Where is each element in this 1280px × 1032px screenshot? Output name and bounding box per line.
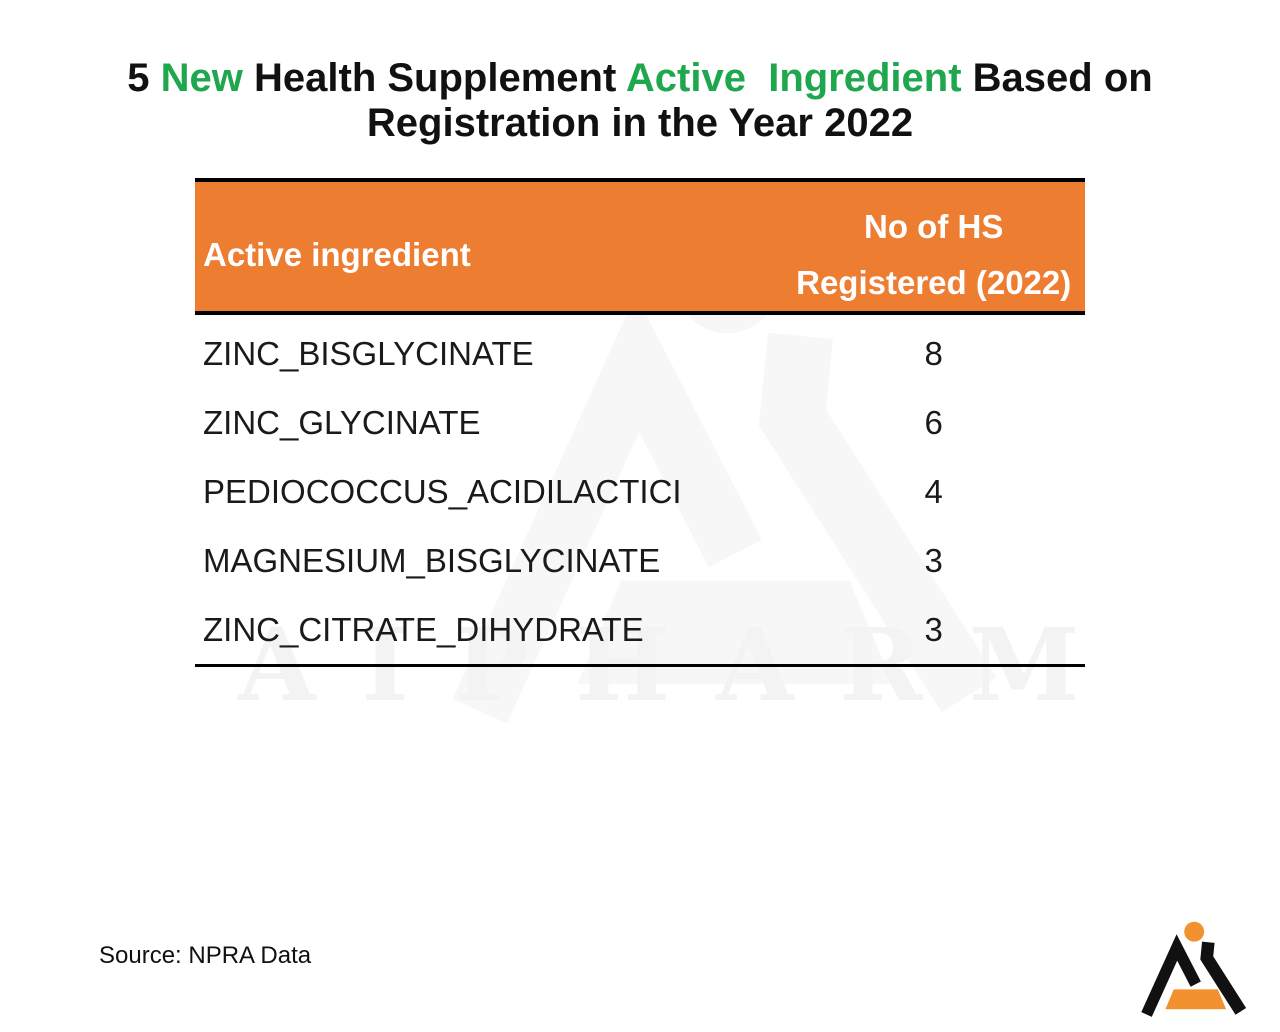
ingredient-cell: ZINC_BISGLYCINATE <box>203 334 534 372</box>
page-title-line2: Registration in the Year 2022 <box>366 101 914 145</box>
logo-stroke-icon <box>1200 941 1247 1015</box>
table-header-row: Active ingredient No of HS Registered (2… <box>195 178 1085 315</box>
watermark-logo <box>452 229 997 724</box>
logo-trapezoid-icon <box>1165 989 1227 1010</box>
title-segment-highlight: Active Ingredient <box>625 56 962 100</box>
count-cell: 8 <box>924 334 943 372</box>
watermark-logo-trapezoid <box>577 580 894 684</box>
table-row: PEDIOCOCCUS_ACIDILACTICI 4 <box>195 457 1085 526</box>
logo-mountain-icon <box>1141 934 1201 1017</box>
title-segment: Health Supplement <box>242 56 626 100</box>
page-title: 5 New Health Supplement Active Ingredien… <box>0 56 1280 146</box>
watermark-logo-mountain <box>452 294 762 724</box>
table-body: ZINC_BISGLYCINATE 8 ZINC_GLYCINATE 6 PED… <box>195 315 1085 667</box>
table-row: MAGNESIUM_BISGLYCINATE 3 <box>195 526 1085 595</box>
watermark-logo-stroke <box>758 332 997 713</box>
ingredient-cell: PEDIOCOCCUS_ACIDILACTICI <box>203 472 682 510</box>
header-cell-no-of-hs-line1: No of HS <box>864 207 1004 245</box>
ingredients-table: Active ingredient No of HS Registered (2… <box>195 178 1085 667</box>
ingredient-cell: ZINC_GLYCINATE <box>203 403 481 441</box>
table-row: ZINC_GLYCINATE 6 <box>195 388 1085 457</box>
aipharm-logo <box>1141 921 1247 1017</box>
title-segment: 5 <box>127 56 161 100</box>
ingredient-cell: MAGNESIUM_BISGLYCINATE <box>203 541 661 579</box>
count-cell: 3 <box>924 541 943 579</box>
table-row: ZINC_BISGLYCINATE 8 <box>195 319 1085 388</box>
title-segment: Based on <box>961 56 1153 100</box>
count-cell: 3 <box>924 610 943 648</box>
title-segment-highlight: New <box>160 56 243 100</box>
page-title-line1: 5 New Health Supplement Active Ingredien… <box>0 56 1280 101</box>
source-caption: Source: NPRA Data <box>99 942 312 969</box>
logo-dot-icon <box>1184 921 1205 942</box>
count-cell: 4 <box>924 472 943 510</box>
count-cell: 6 <box>924 403 943 441</box>
header-cell-active-ingredient: Active ingredient <box>203 235 471 273</box>
header-cell-no-of-hs-line2: Registered (2022) <box>796 263 1072 301</box>
ingredient-cell: ZINC_CITRATE_DIHYDRATE <box>203 610 644 648</box>
table-row: ZINC_CITRATE_DIHYDRATE 3 <box>195 595 1085 664</box>
header-cell-no-of-hs: No of HS Registered (2022) <box>782 190 1085 319</box>
